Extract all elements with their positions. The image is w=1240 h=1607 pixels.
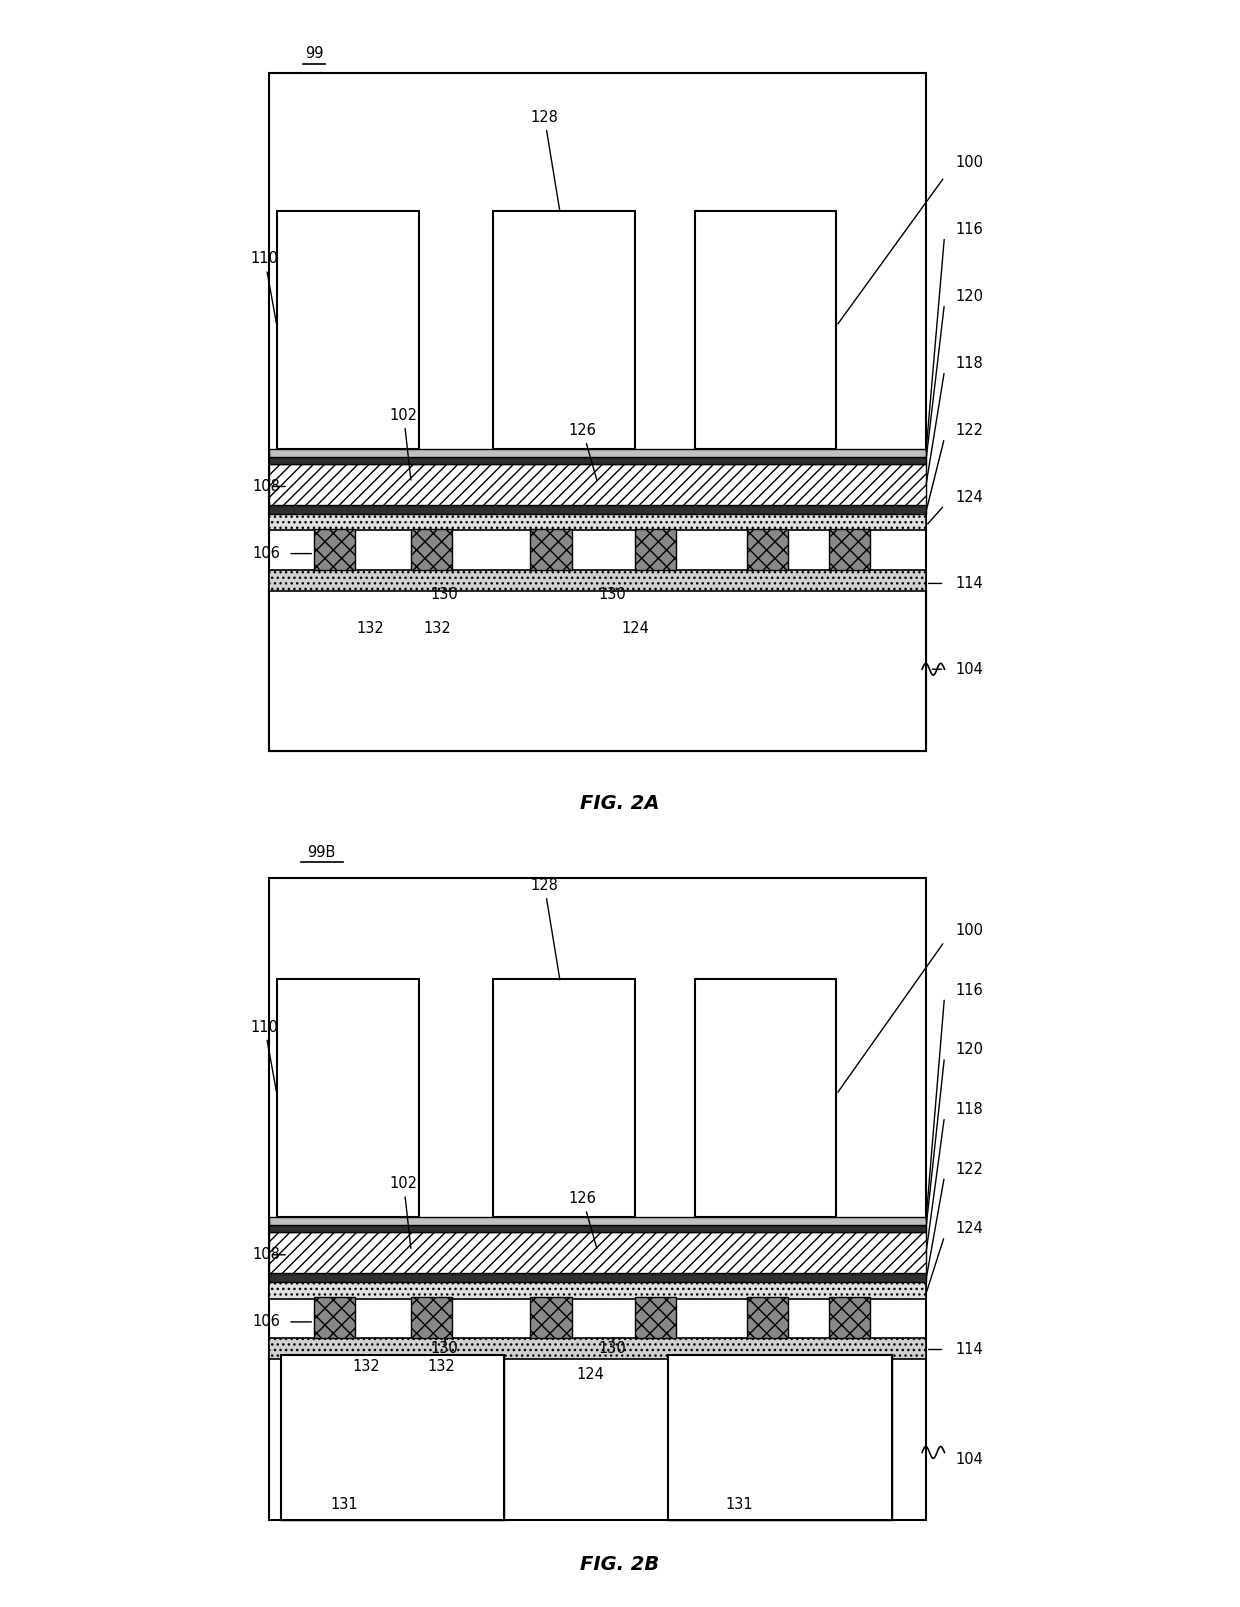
Text: 130: 130 <box>599 1340 626 1356</box>
Bar <box>280 1355 505 1520</box>
Bar <box>269 1233 926 1273</box>
Bar <box>668 1355 893 1520</box>
Text: 99: 99 <box>305 47 324 61</box>
Text: 106: 106 <box>252 1315 280 1329</box>
Text: FIG. 2B: FIG. 2B <box>580 1556 660 1573</box>
Bar <box>314 1297 355 1339</box>
Bar <box>494 979 635 1218</box>
Bar <box>269 514 926 530</box>
Text: 120: 120 <box>956 1043 983 1057</box>
Text: 130: 130 <box>599 587 626 603</box>
Text: 132: 132 <box>356 620 384 636</box>
Text: 131: 131 <box>725 1498 753 1512</box>
Bar <box>668 1355 893 1520</box>
Text: 100: 100 <box>956 922 983 938</box>
Text: 128: 128 <box>531 109 560 212</box>
Text: 102: 102 <box>389 1176 418 1249</box>
Bar <box>269 587 926 750</box>
Bar <box>531 529 572 570</box>
Bar <box>694 211 836 450</box>
Bar <box>314 529 355 570</box>
Text: 124: 124 <box>956 490 983 505</box>
Bar <box>531 1297 572 1339</box>
Bar <box>746 529 787 570</box>
Bar <box>269 450 926 456</box>
Text: 130: 130 <box>430 1340 459 1356</box>
Bar <box>828 529 869 570</box>
Text: 122: 122 <box>956 423 983 439</box>
Bar <box>828 1297 869 1339</box>
Text: 120: 120 <box>956 289 983 304</box>
Bar <box>635 1297 676 1339</box>
Bar <box>269 1273 926 1282</box>
Bar <box>412 529 453 570</box>
Bar <box>269 1225 926 1233</box>
Bar <box>269 456 926 464</box>
Text: 132: 132 <box>427 1360 455 1374</box>
Text: 122: 122 <box>956 1162 983 1176</box>
Text: 110: 110 <box>250 251 279 323</box>
Text: 116: 116 <box>956 982 983 998</box>
Bar <box>277 979 419 1218</box>
Bar <box>269 1282 926 1298</box>
Bar <box>635 529 676 570</box>
Text: 130: 130 <box>430 587 459 603</box>
Text: 132: 132 <box>423 620 451 636</box>
Bar <box>269 877 926 1520</box>
Text: 106: 106 <box>252 546 280 561</box>
Text: 110: 110 <box>250 1020 279 1091</box>
Bar <box>277 211 419 450</box>
Bar <box>280 1355 505 1520</box>
Bar <box>269 1218 926 1225</box>
Text: 126: 126 <box>569 423 596 480</box>
Bar <box>412 1297 453 1339</box>
Bar <box>269 464 926 505</box>
Bar <box>269 505 926 514</box>
Text: FIG. 2A: FIG. 2A <box>580 794 660 813</box>
Text: 118: 118 <box>956 1102 983 1117</box>
Text: 131: 131 <box>330 1498 358 1512</box>
Text: 114: 114 <box>956 1342 983 1356</box>
Bar <box>494 211 635 450</box>
Text: 100: 100 <box>956 154 983 169</box>
Text: 116: 116 <box>956 222 983 236</box>
Text: 118: 118 <box>956 355 983 371</box>
Text: 108: 108 <box>252 479 280 493</box>
Text: 114: 114 <box>956 575 983 591</box>
Text: 99B: 99B <box>308 845 336 860</box>
Text: 124: 124 <box>621 620 649 636</box>
Text: 132: 132 <box>352 1360 381 1374</box>
Text: 104: 104 <box>956 1453 983 1467</box>
Text: 128: 128 <box>531 877 560 980</box>
Bar <box>746 1297 787 1339</box>
Bar <box>269 570 926 591</box>
Text: 126: 126 <box>569 1191 596 1249</box>
Text: 102: 102 <box>389 408 418 480</box>
Bar <box>694 979 836 1218</box>
Text: 124: 124 <box>956 1221 983 1236</box>
Text: 108: 108 <box>252 1247 280 1261</box>
Bar <box>269 72 926 750</box>
Text: 124: 124 <box>577 1366 604 1382</box>
Text: 104: 104 <box>956 662 983 677</box>
Bar <box>269 1339 926 1360</box>
